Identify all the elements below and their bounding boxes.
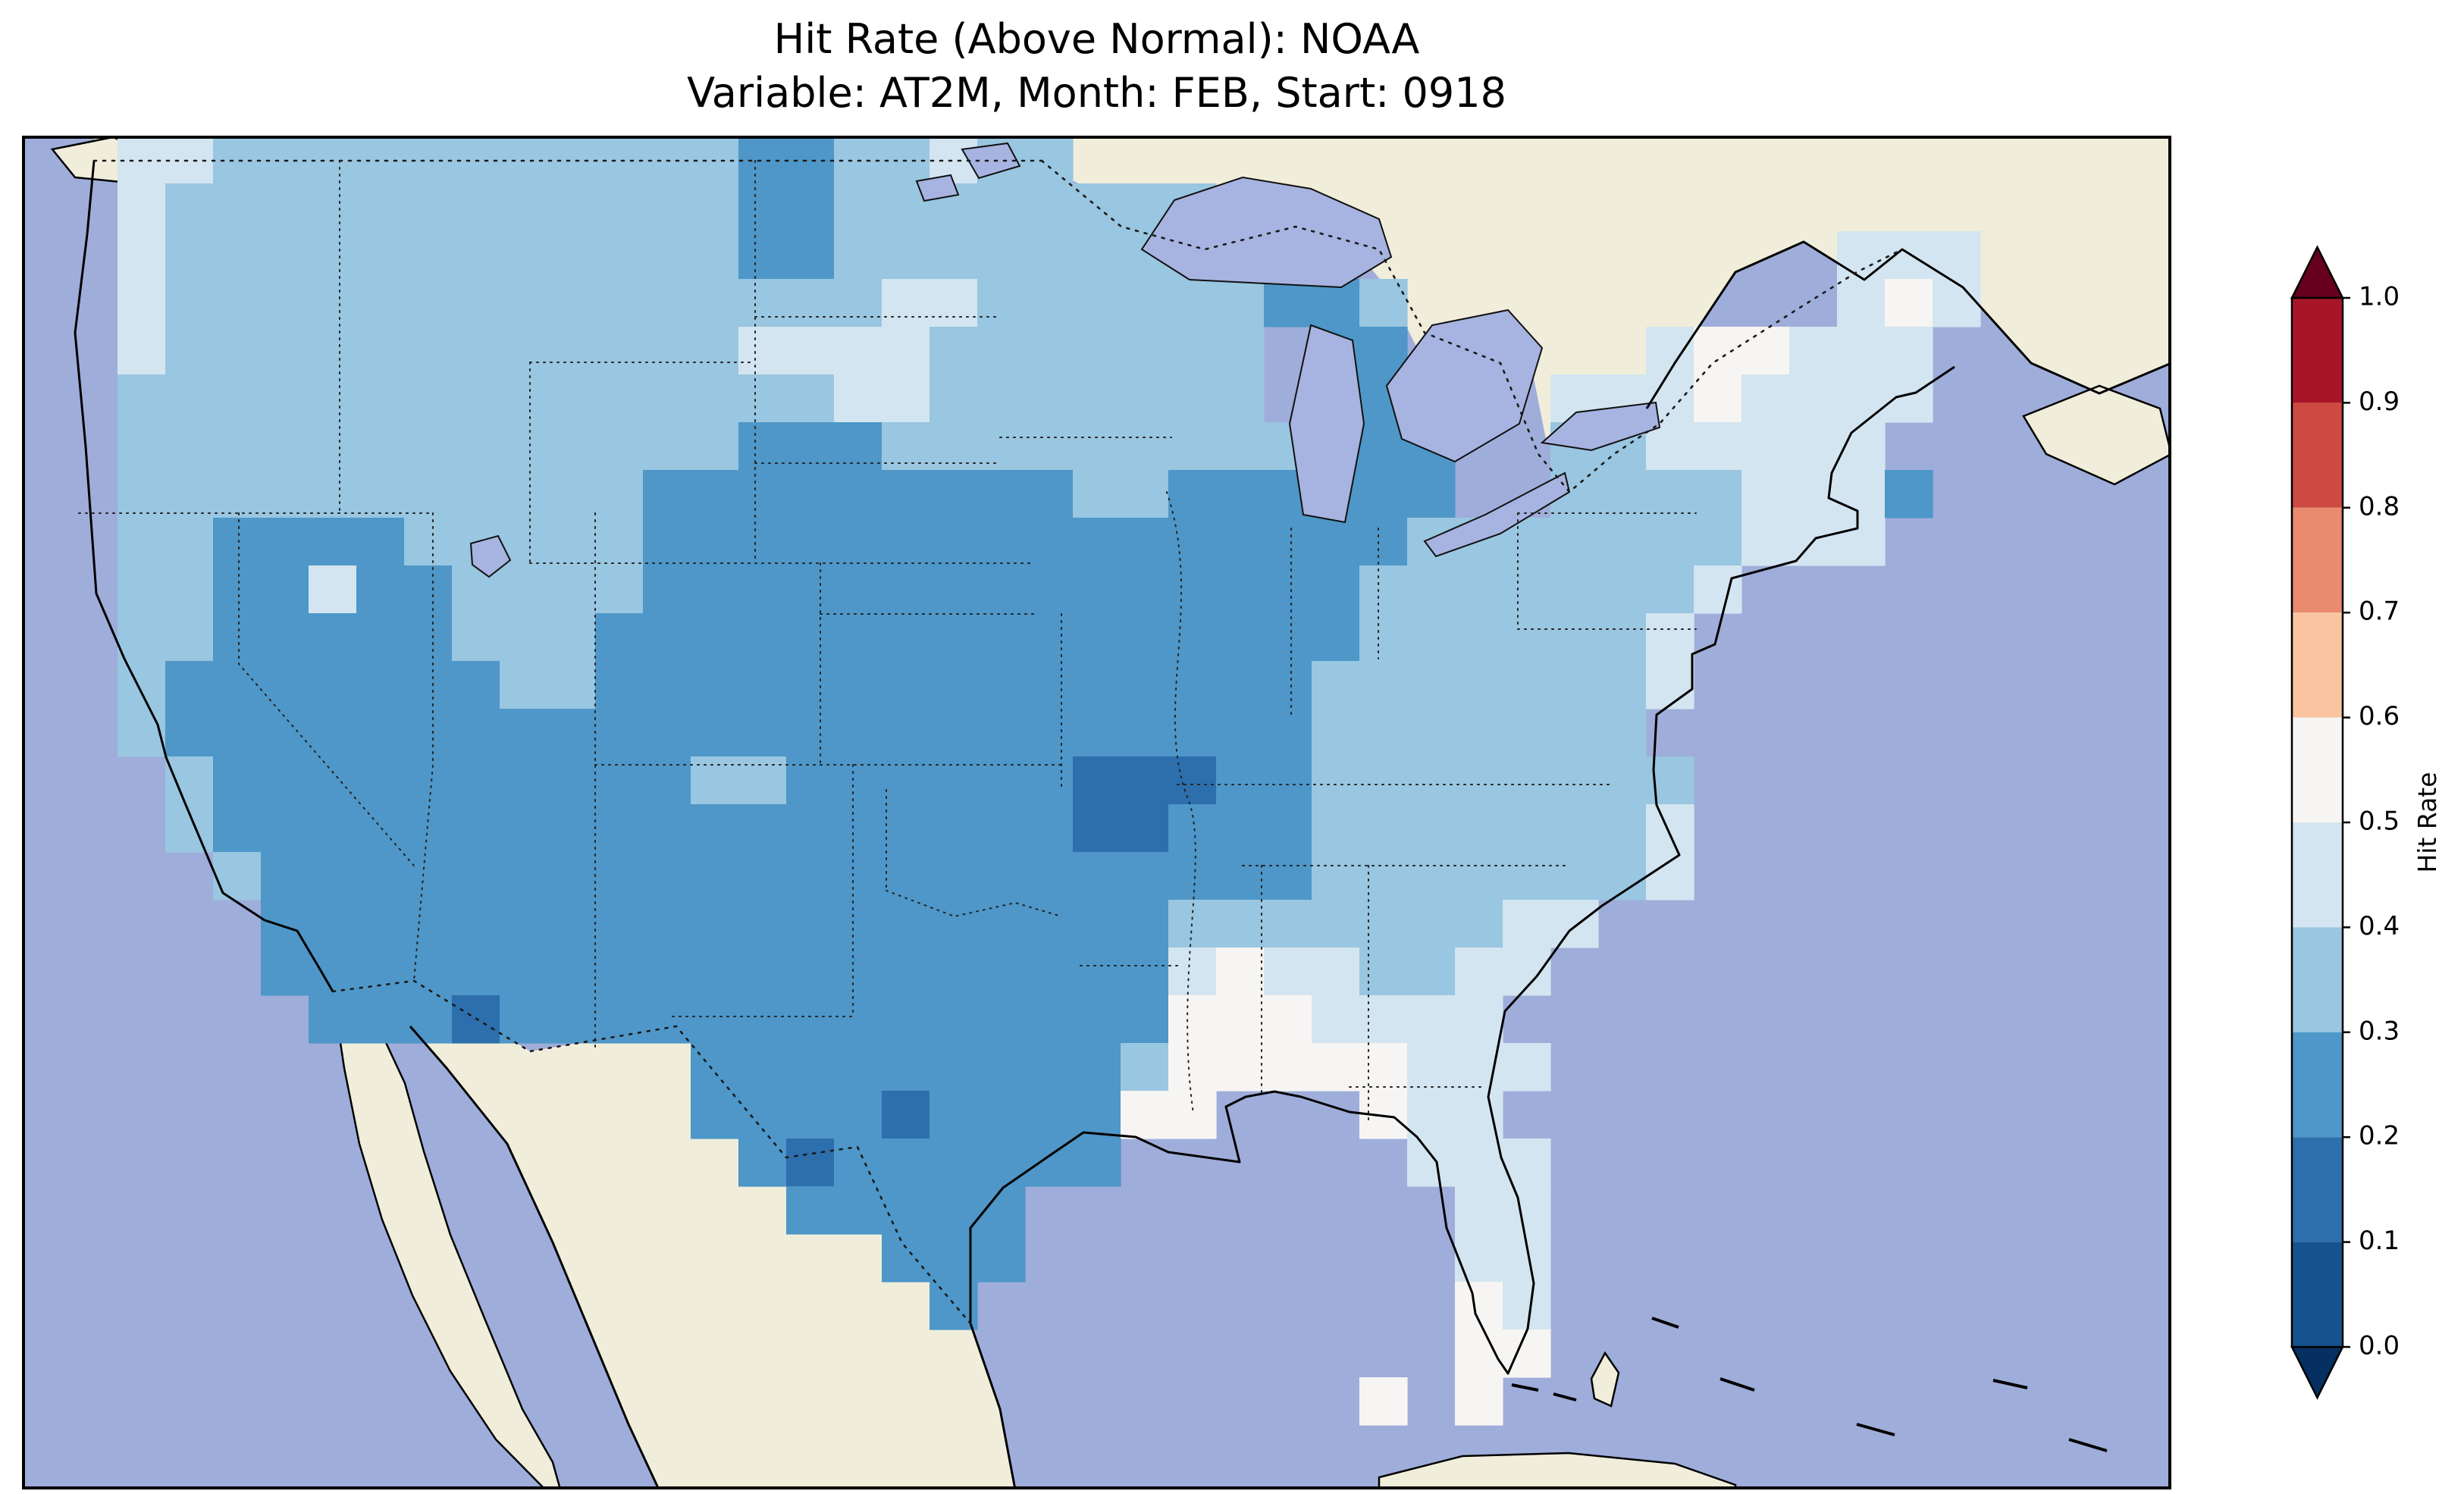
map-frame — [22, 136, 2171, 1489]
colorbar-tickmarks — [2343, 296, 2350, 1348]
bahamas-island — [1590, 1351, 1620, 1408]
colorbar-over-triangle — [2290, 245, 2345, 299]
tick-0.4: 0.4 — [2359, 911, 2400, 941]
lake-superior — [1140, 176, 1393, 289]
tick-0.6: 0.6 — [2359, 701, 2400, 731]
tick-0.2: 0.2 — [2359, 1121, 2400, 1151]
us-canada-border-east — [1040, 159, 1904, 493]
colorbar-under-triangle — [2290, 1345, 2345, 1400]
tick-0.1: 0.1 — [2359, 1226, 2400, 1256]
figure-title-block: Hit Rate (Above Normal): NOAA Variable: … — [22, 12, 2171, 121]
map-panel — [22, 136, 2171, 1489]
lake-ontario — [1540, 401, 1661, 452]
mexico-gulf-coastline — [969, 1323, 1017, 1489]
tick-1.0: 1.0 — [2359, 282, 2400, 312]
nova-scotia — [2022, 384, 2171, 486]
lake-michigan — [1288, 324, 1365, 524]
coastlines — [74, 160, 2171, 1489]
tick-0.3: 0.3 — [2359, 1016, 2400, 1046]
us-west-coastline — [74, 160, 334, 992]
cuba-island — [1378, 1452, 1737, 1489]
colorbar-segments — [2292, 298, 2343, 1347]
chart-subtitle: Variable: AT2M, Month: FEB, Start: 0918 — [687, 69, 1506, 117]
lakes — [469, 142, 1661, 578]
us-gulf-east-coastline — [969, 365, 1955, 1375]
baja-california — [331, 989, 562, 1489]
tick-0.8: 0.8 — [2359, 491, 2400, 521]
tick-0.0: 0.0 — [2359, 1331, 2400, 1361]
great-salt-lake — [469, 534, 512, 578]
tick-0.9: 0.9 — [2359, 387, 2400, 417]
caribbean-island-dashes — [1651, 1317, 2108, 1452]
state-borders — [78, 160, 1697, 1123]
country-borders — [92, 159, 1904, 1325]
colorbar-svg: 1.0 0.9 0.8 0.7 0.6 0.5 0.4 0.3 0.2 0.1 … — [2290, 245, 2442, 1400]
lake-of-the-woods — [961, 142, 1021, 180]
tick-0.5: 0.5 — [2359, 807, 2400, 837]
lake-winnipeg-edge — [915, 174, 960, 202]
tick-0.7: 0.7 — [2359, 597, 2400, 627]
florida-keys-dashes — [1511, 1383, 1577, 1402]
lake-huron — [1385, 309, 1544, 463]
mexico-landmass — [410, 981, 1015, 1489]
chart-title: Hit Rate (Above Normal): NOAA — [773, 15, 1420, 63]
canada-east-coastline — [1645, 240, 2171, 409]
map-svg — [22, 136, 2171, 1489]
colorbar-ticklabels: 1.0 0.9 0.8 0.7 0.6 0.5 0.4 0.3 0.2 0.1 … — [2359, 282, 2400, 1361]
colorbar-panel: 1.0 0.9 0.8 0.7 0.6 0.5 0.4 0.3 0.2 0.1 … — [2263, 227, 2460, 1440]
mexico-pacific-coastline — [409, 1026, 660, 1489]
colorbar-axis-label: Hit Rate — [2412, 772, 2442, 872]
